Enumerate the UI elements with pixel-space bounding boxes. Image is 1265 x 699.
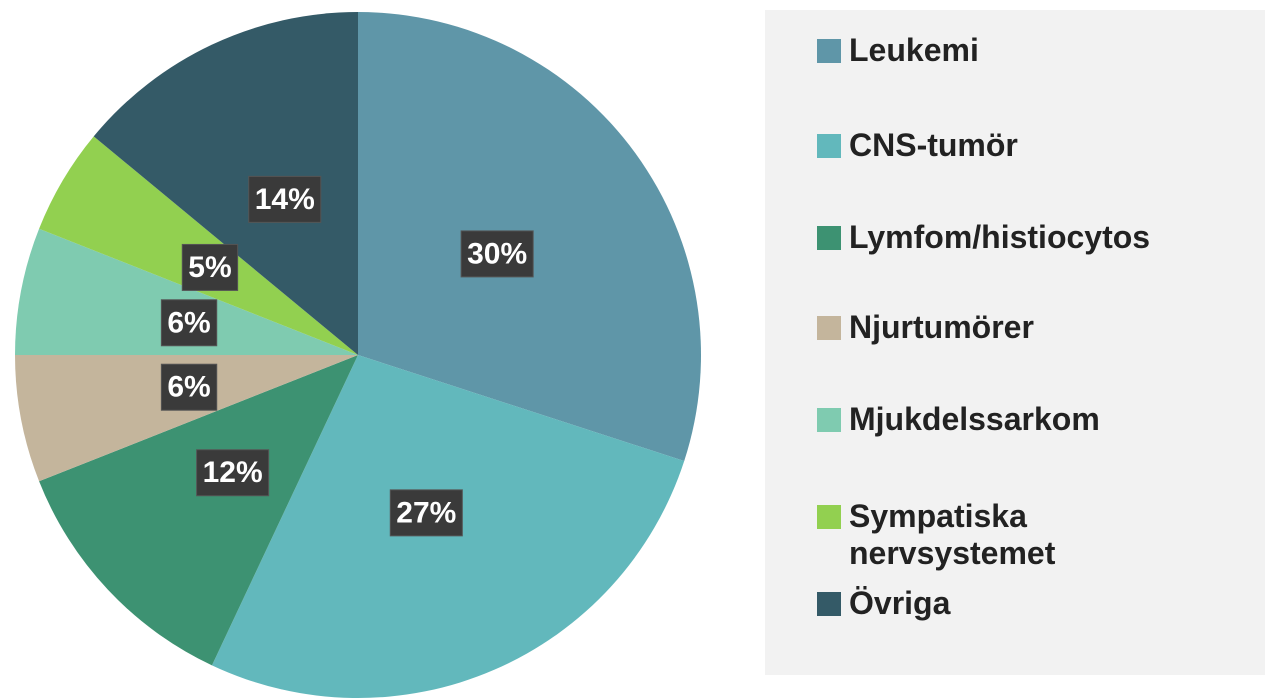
data-label: 5%: [181, 243, 239, 291]
label-text: 6%: [167, 306, 210, 339]
legend-swatch: [817, 316, 841, 340]
data-label: 6%: [160, 363, 218, 411]
pie-slice: [39, 355, 358, 666]
label-text: 27%: [396, 496, 456, 529]
legend-entry: CNS-tumör: [817, 127, 1139, 164]
label-text: 14%: [255, 183, 315, 216]
pie-slice: [93, 12, 358, 355]
legend-entry: Övriga: [817, 585, 1139, 622]
chart: 30% 27% 12% 6% 6% 5% 14%: [15, 12, 702, 698]
legend-label: CNS-tumör: [849, 127, 1018, 163]
label-text: 5%: [188, 251, 231, 284]
legend-swatch: [817, 505, 841, 529]
legend-label: Mjukdelssarkom: [849, 401, 1100, 437]
label-text: 30%: [467, 237, 527, 270]
legend-label: Lymfom/histiocytos: [849, 219, 1151, 255]
label-text: 12%: [203, 456, 263, 489]
data-label: 27%: [389, 489, 463, 537]
label-box: [160, 363, 218, 411]
legend-entry: Njurtumörer: [817, 309, 1139, 346]
label-text: 6%: [167, 371, 210, 404]
pie-slice: [15, 355, 358, 482]
legend-entry: Mjukdelssarkom: [817, 401, 1139, 438]
legend-label: Leukemi: [849, 32, 979, 68]
label-box: [248, 175, 322, 223]
legend-label: Sympatiska nervsystemet: [849, 498, 1056, 571]
legend-label: Njurtumörer: [849, 309, 1034, 345]
legend-swatch: [817, 39, 841, 63]
legend-entry: Sympatiska nervsystemet: [817, 498, 1139, 572]
label-box: [460, 230, 534, 278]
legend-swatch: [817, 226, 841, 250]
legend-swatch: [817, 592, 841, 616]
label-box: [181, 243, 239, 291]
legend-swatch: [817, 134, 841, 158]
data-label: 6%: [160, 299, 218, 347]
legend: Leukemi CNS-tumör Lymfom/histiocytos Njurtu…: [765, 10, 1265, 675]
label-box: [389, 489, 463, 537]
legend-entry: Leukemi: [817, 32, 1139, 69]
data-label: 12%: [196, 449, 270, 497]
legend-swatch: [817, 408, 841, 432]
legend-entry: Lymfom/histiocytos: [817, 219, 1151, 256]
data-label: 30%: [460, 230, 534, 278]
label-box: [160, 299, 218, 347]
legend-label: Övriga: [849, 585, 951, 621]
data-label: 14%: [248, 175, 322, 223]
pie-slice: [15, 228, 358, 355]
label-box: [196, 449, 270, 497]
